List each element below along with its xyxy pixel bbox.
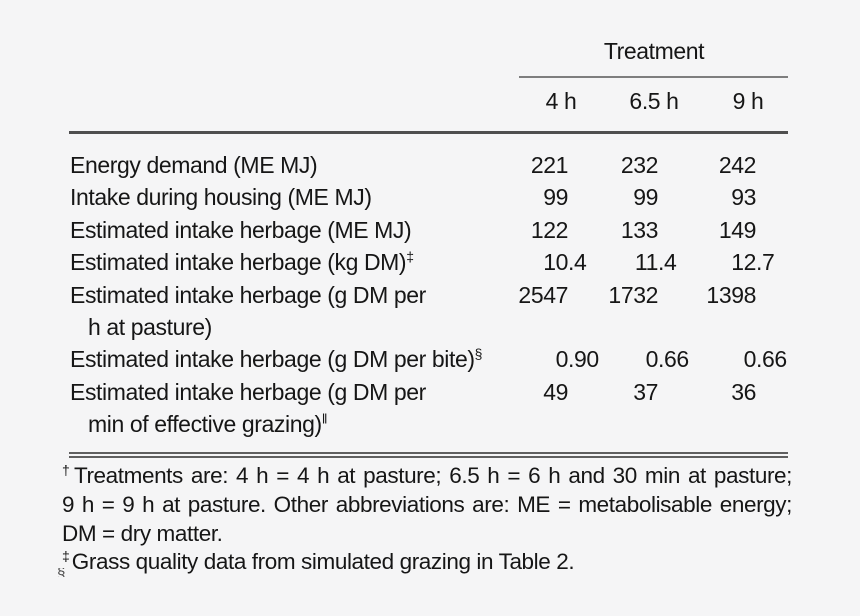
- footnote-line: DM = dry matter.: [62, 520, 792, 549]
- row-label: h at pasture): [88, 313, 212, 340]
- row-label: Estimated intake herbage (g DM per bite)…: [70, 345, 483, 373]
- dagger-footnote-marker: †: [62, 462, 72, 478]
- footnote-text: Grass quality data from simulated grazin…: [71, 549, 575, 575]
- cropped-footnote-marker: §: [57, 568, 65, 577]
- table-row: Estimated intake herbage (g DM per h at p…: [0, 279, 860, 344]
- footnote-line: 9 h = 9 h at pasture. Other abbreviation…: [62, 491, 792, 520]
- treatment-spanner-rule: [519, 76, 788, 78]
- footnote-line: ‡Grass quality data from simulated grazi…: [62, 548, 792, 577]
- row-label: Energy demand (ME MJ): [70, 152, 318, 178]
- table-top-rule: [69, 131, 788, 134]
- footnote-reference-marker: §: [474, 345, 483, 362]
- column-header-4h: 4 h: [545, 88, 577, 114]
- table-row: Estimated intake herbage (g DM per bite)…: [0, 343, 860, 375]
- column-header-6-5h: 6.5 h: [629, 88, 679, 114]
- row-label: Estimated intake herbage (kg DM)‡: [70, 248, 414, 276]
- table-row: Estimated intake herbage (g DM per min of…: [0, 376, 860, 441]
- table-row: Intake during housing (ME MJ) 99 99 93: [0, 181, 860, 213]
- footnote-text: 9 h = 9 h at pasture. Other abbreviation…: [62, 491, 792, 517]
- row-label: Estimated intake herbage (g DM per: [70, 281, 426, 308]
- footnote-text: DM = dry matter.: [62, 520, 223, 546]
- row-label: min of effective grazing)‖: [88, 410, 328, 438]
- treatment-group-header: Treatment: [603, 38, 705, 64]
- table-row: Estimated intake herbage (ME MJ) 122 133 14…: [0, 214, 860, 246]
- double-dagger-footnote-marker: ‡: [62, 548, 70, 564]
- footnote-reference-marker: ‡: [406, 248, 414, 265]
- table-body: Energy demand (ME MJ) 221 232 242 Intake dur…: [0, 149, 860, 441]
- row-label: Estimated intake herbage (ME MJ): [70, 216, 412, 243]
- row-label: Intake during housing (ME MJ): [70, 184, 372, 211]
- footnotes: †Treatments are: 4 h = 4 h at pasture; 6…: [62, 462, 792, 577]
- footnote-reference-marker: ‖: [321, 410, 328, 427]
- column-header-9h: 9 h: [732, 88, 764, 114]
- table-row: Energy demand (ME MJ) 221 232 242: [0, 149, 860, 181]
- table-bottom-double-rule: [69, 452, 788, 458]
- footnote-text: Treatments are: 4 h = 4 h at pasture; 6.…: [73, 463, 792, 488]
- table-row: Estimated intake herbage (kg DM)‡ 10.4 11.…: [0, 246, 860, 278]
- footnote-line: †Treatments are: 4 h = 4 h at pasture; 6…: [62, 462, 792, 491]
- row-label: Estimated intake herbage (g DM per: [70, 378, 426, 405]
